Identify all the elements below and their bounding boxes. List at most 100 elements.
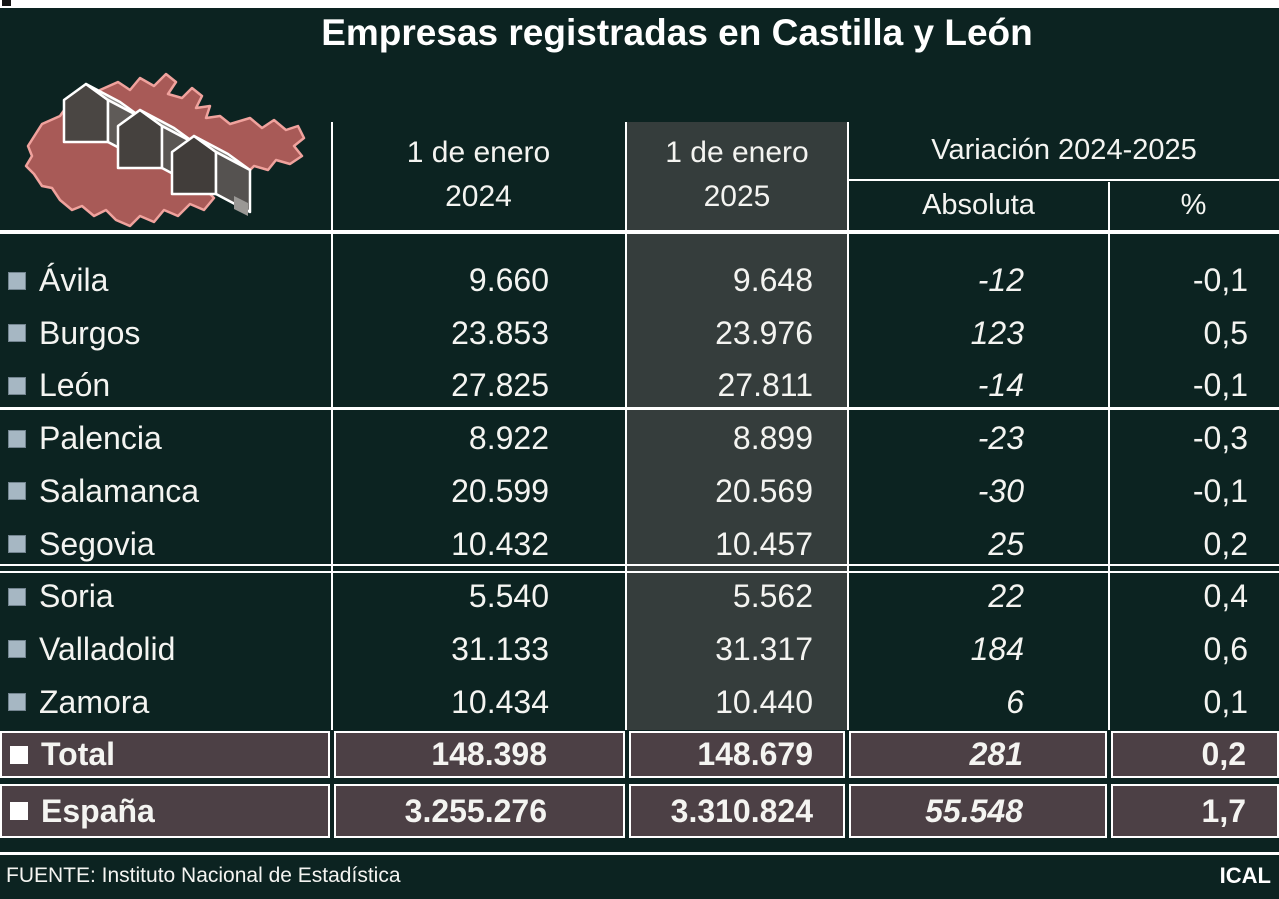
value-2024: 9.660	[468, 262, 549, 298]
column-header-2025-line1: 1 de enero	[665, 136, 809, 169]
table-row: Palencia 8.922 8.899 -23 -0,3	[0, 412, 1279, 465]
group-separator	[0, 407, 1279, 410]
value-variation-absolute: -14	[977, 367, 1024, 404]
source-note: FUENTE: Instituto Nacional de Estadístic…	[6, 864, 401, 887]
value-variation-percent: 0,1	[1203, 683, 1248, 720]
value-variation-absolute: 281	[849, 731, 1107, 778]
value-2025: 23.976	[715, 314, 813, 351]
column-header-percent: %	[1180, 189, 1207, 221]
table-row: Segovia 10.432 10.457 25 0,2	[0, 518, 1279, 571]
value-variation-percent: 0,2	[1111, 731, 1279, 778]
value-variation-absolute: 6	[1006, 683, 1024, 720]
value-2024: 27.825	[451, 367, 549, 404]
value-variation-absolute: -12	[977, 262, 1024, 298]
totals-row: Total 148.398 148.679 281 0,2	[0, 731, 1279, 778]
value-variation-percent: 0,2	[1203, 525, 1248, 562]
bullet-square-icon	[8, 535, 26, 553]
value-variation-percent: 0,4	[1203, 578, 1248, 615]
province-name: León	[39, 367, 111, 404]
column-header-2025-line2: 2025	[703, 180, 771, 213]
table-row: León 27.825 27.811 -14 -0,1	[0, 359, 1279, 412]
column-header-variation: Variación 2024-2025	[931, 134, 1197, 166]
footer-rule	[0, 852, 1279, 855]
top-notch	[2, 0, 11, 6]
value-2025: 9.648	[732, 262, 813, 298]
page-title: Empresas registradas en Castilla y León	[321, 12, 1033, 53]
value-2024: 31.133	[451, 630, 549, 667]
bullet-square-icon	[8, 693, 26, 712]
column-header-absolute: Absoluta	[922, 189, 1035, 221]
value-variation-percent: 0,5	[1203, 314, 1248, 351]
value-variation-absolute: 123	[970, 314, 1024, 351]
province-name: Ávila	[39, 262, 109, 298]
value-2025: 3.310.824	[629, 784, 845, 838]
bullet-square-icon	[8, 376, 26, 395]
province-name: Segovia	[39, 525, 155, 562]
column-header-2024-line1: 1 de enero	[406, 136, 551, 169]
bullet-square-icon	[8, 324, 26, 343]
totals-row: España 3.255.276 3.310.824 55.548 1,7	[0, 784, 1279, 838]
value-2024: 8.922	[468, 420, 549, 457]
buildings-icon	[62, 82, 252, 216]
bullet-square-icon	[8, 271, 26, 290]
value-2025: 10.440	[715, 683, 813, 720]
value-2024: 20.599	[451, 472, 549, 509]
value-2024: 10.432	[451, 525, 549, 562]
bullet-square-icon	[10, 802, 28, 820]
bullet-square-icon	[8, 640, 26, 659]
province-name: Salamanca	[39, 472, 200, 509]
table-row: Ávila 9.660 9.648 -12 -0,1	[0, 254, 1279, 307]
value-2025: 20.569	[715, 472, 813, 509]
group-separator	[0, 564, 1279, 566]
value-variation-percent: -0,1	[1192, 472, 1248, 509]
highlighted-2025-column	[627, 122, 847, 730]
value-variation-absolute: 25	[988, 525, 1024, 562]
value-2024: 148.398	[334, 731, 625, 778]
agency-credit: ICAL	[1219, 863, 1271, 888]
value-2025: 27.811	[717, 367, 814, 404]
value-variation-percent: 0,6	[1203, 630, 1248, 667]
value-2024: 23.853	[451, 314, 549, 351]
province-name: Palencia	[39, 420, 162, 457]
column-header-2024-line2: 2024	[445, 180, 512, 213]
map-graphic	[24, 72, 306, 228]
table-top-rule	[0, 230, 1279, 234]
bullet-square-icon	[8, 587, 26, 606]
province-name: Valladolid	[39, 630, 176, 667]
table-row: Burgos 23.853 23.976 123 0,5	[0, 307, 1279, 360]
table-row: Soria 5.540 5.562 22 0,4	[0, 570, 1279, 623]
value-variation-absolute: 184	[970, 630, 1024, 667]
value-2025: 148.679	[629, 731, 845, 778]
value-2024: 10.434	[451, 683, 549, 720]
value-variation-absolute: -23	[977, 420, 1024, 457]
value-variation-absolute: -30	[977, 472, 1024, 509]
value-2024: 3.255.276	[334, 784, 625, 838]
totals-name: Total	[41, 736, 116, 772]
value-variation-percent: -0,1	[1192, 262, 1248, 298]
value-variation-absolute: 22	[988, 578, 1024, 615]
column-divider	[847, 122, 849, 730]
value-variation-percent: -0,3	[1192, 420, 1248, 457]
table-row: Salamanca 20.599 20.569 -30 -0,1	[0, 465, 1279, 518]
value-2025: 31.317	[715, 630, 813, 667]
province-name: Soria	[39, 578, 114, 615]
table-row: Valladolid 31.133 31.317 184 0,6	[0, 623, 1279, 676]
column-divider	[1108, 182, 1110, 730]
bullet-square-icon	[10, 745, 28, 764]
value-2024: 5.540	[468, 578, 549, 615]
value-variation-percent: -0,1	[1192, 367, 1248, 404]
province-name: Zamora	[39, 683, 150, 720]
table-row: Zamora 10.434 10.440 6 0,1	[0, 676, 1279, 729]
value-2025: 10.457	[715, 525, 813, 562]
top-strip	[0, 0, 1279, 8]
value-variation-absolute: 55.548	[849, 784, 1107, 838]
value-2025: 8.899	[732, 420, 813, 457]
value-2025: 5.562	[732, 578, 813, 615]
variation-header-underline	[849, 179, 1279, 181]
bullet-square-icon	[8, 482, 26, 501]
castilla-leon-map	[6, 58, 330, 246]
group-separator	[0, 571, 1279, 573]
totals-name: España	[41, 792, 155, 829]
column-header-2024: 1 de enero 2024	[332, 131, 625, 219]
